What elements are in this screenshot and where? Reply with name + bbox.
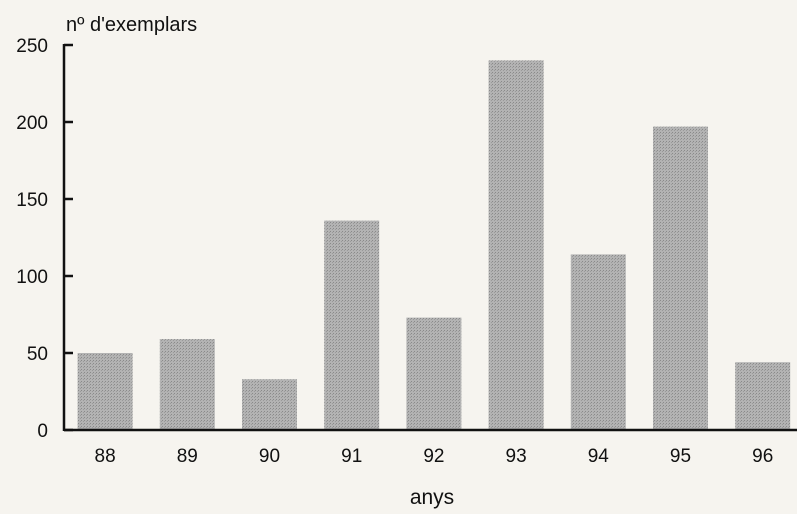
bar-96 <box>735 362 791 430</box>
x-tick-label-93: 93 <box>506 446 527 467</box>
y-tick-label-50: 50 <box>27 344 48 365</box>
bar-91 <box>324 220 380 430</box>
bar-88 <box>77 353 133 430</box>
x-axis-title: anys <box>410 486 454 509</box>
x-tick-label-92: 92 <box>423 446 444 467</box>
x-tick-label-94: 94 <box>588 446 610 467</box>
bar-93 <box>488 60 544 431</box>
bar-92 <box>406 317 462 430</box>
y-tick-label-100: 100 <box>16 267 48 288</box>
y-axis-title: nº d'exemplars <box>66 14 197 36</box>
x-tick-label-91: 91 <box>341 446 362 467</box>
y-tick-label-200: 200 <box>16 113 48 134</box>
bar-90 <box>242 379 297 430</box>
x-tick-label-88: 88 <box>95 446 116 467</box>
bars-layer <box>77 60 791 431</box>
x-tick-label-89: 89 <box>177 446 198 467</box>
y-tick-label-250: 250 <box>16 36 48 57</box>
x-tick-label-90: 90 <box>259 446 280 467</box>
bar-94 <box>570 254 626 430</box>
y-tick-label-0: 0 <box>37 421 48 442</box>
x-tick-label-96: 96 <box>752 446 773 467</box>
axes-layer: 88 89 90 91 92 93 94 95 96 0 50 100 150 200 250 <box>16 36 797 467</box>
bar-95 <box>653 126 708 430</box>
y-tick-label-150: 150 <box>16 190 48 211</box>
x-tick-label-95: 95 <box>670 446 691 467</box>
bar-89 <box>159 339 215 430</box>
